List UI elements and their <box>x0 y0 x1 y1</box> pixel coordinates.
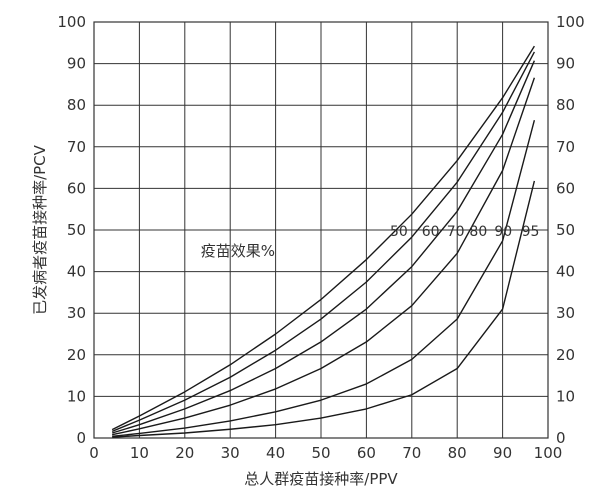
y-tick-label-right: 20 <box>556 346 575 364</box>
y-tick-label: 70 <box>67 138 86 156</box>
x-tick-label: 40 <box>266 444 285 462</box>
y-tick-label: 50 <box>67 221 86 239</box>
x-tick-label: 100 <box>534 444 563 462</box>
y-tick-label: 30 <box>67 304 86 322</box>
label-layer: 50 60 70 80 90 95 <box>390 224 539 240</box>
y-tick-label: 0 <box>76 429 86 447</box>
curve-label: 95 <box>522 224 540 240</box>
y-tick-label-right: 60 <box>556 179 575 197</box>
x-tick-label: 0 <box>89 444 99 462</box>
y-tick-label: 90 <box>67 55 86 73</box>
x-tick-label: 60 <box>357 444 376 462</box>
y-tick-label-right: 40 <box>556 263 575 281</box>
y-tick-label-right: 10 <box>556 387 575 405</box>
y-tick-label-right: 80 <box>556 96 575 114</box>
x-tick-label: 80 <box>448 444 467 462</box>
curve-label: 60 <box>422 224 440 240</box>
series-line-80 <box>112 77 536 436</box>
y-tick-label: 20 <box>67 346 86 364</box>
series-layer <box>111 45 536 438</box>
curve-label: 90 <box>494 224 512 240</box>
curve-label: 50 <box>390 224 408 240</box>
y-tick-label-right: 90 <box>556 55 575 73</box>
series-line-60 <box>111 51 535 432</box>
plot-frame <box>93 21 549 439</box>
x-tick-label: 30 <box>221 444 240 462</box>
x-tick-label: 90 <box>493 444 512 462</box>
y-tick-label: 100 <box>57 13 86 31</box>
series-line-70 <box>111 60 536 434</box>
y-tick-label: 10 <box>67 387 86 405</box>
y-tick-label: 40 <box>67 263 86 281</box>
y-tick-label-right: 70 <box>556 138 575 156</box>
x-tick-label: 50 <box>311 444 330 462</box>
series-line-90 <box>112 120 536 438</box>
y-axis-title: 已发病者疫苗接种率/PCV <box>31 144 49 315</box>
series-line-50 <box>111 45 535 431</box>
y-tick-label-right: 0 <box>556 429 566 447</box>
annotation-label: 疫苗效果% <box>201 242 275 260</box>
x-axis-title: 总人群疫苗接种率/PPV <box>244 470 398 488</box>
y-tick-label-right: 50 <box>556 221 575 239</box>
curve-label: 80 <box>469 224 487 240</box>
y-tick-label: 80 <box>67 96 86 114</box>
y-tick-label-right: 30 <box>556 304 575 322</box>
x-tick-label: 20 <box>175 444 194 462</box>
series-line-95 <box>112 180 536 438</box>
curve-label: 70 <box>447 224 465 240</box>
tick-labels: 0 10 20 30 40 50 60 70 80 90 100010203040506070809… <box>57 13 584 462</box>
x-tick-label: 70 <box>402 444 421 462</box>
x-tick-label: 10 <box>130 444 149 462</box>
y-tick-label-right: 100 <box>556 13 585 31</box>
y-tick-label: 60 <box>67 179 86 197</box>
